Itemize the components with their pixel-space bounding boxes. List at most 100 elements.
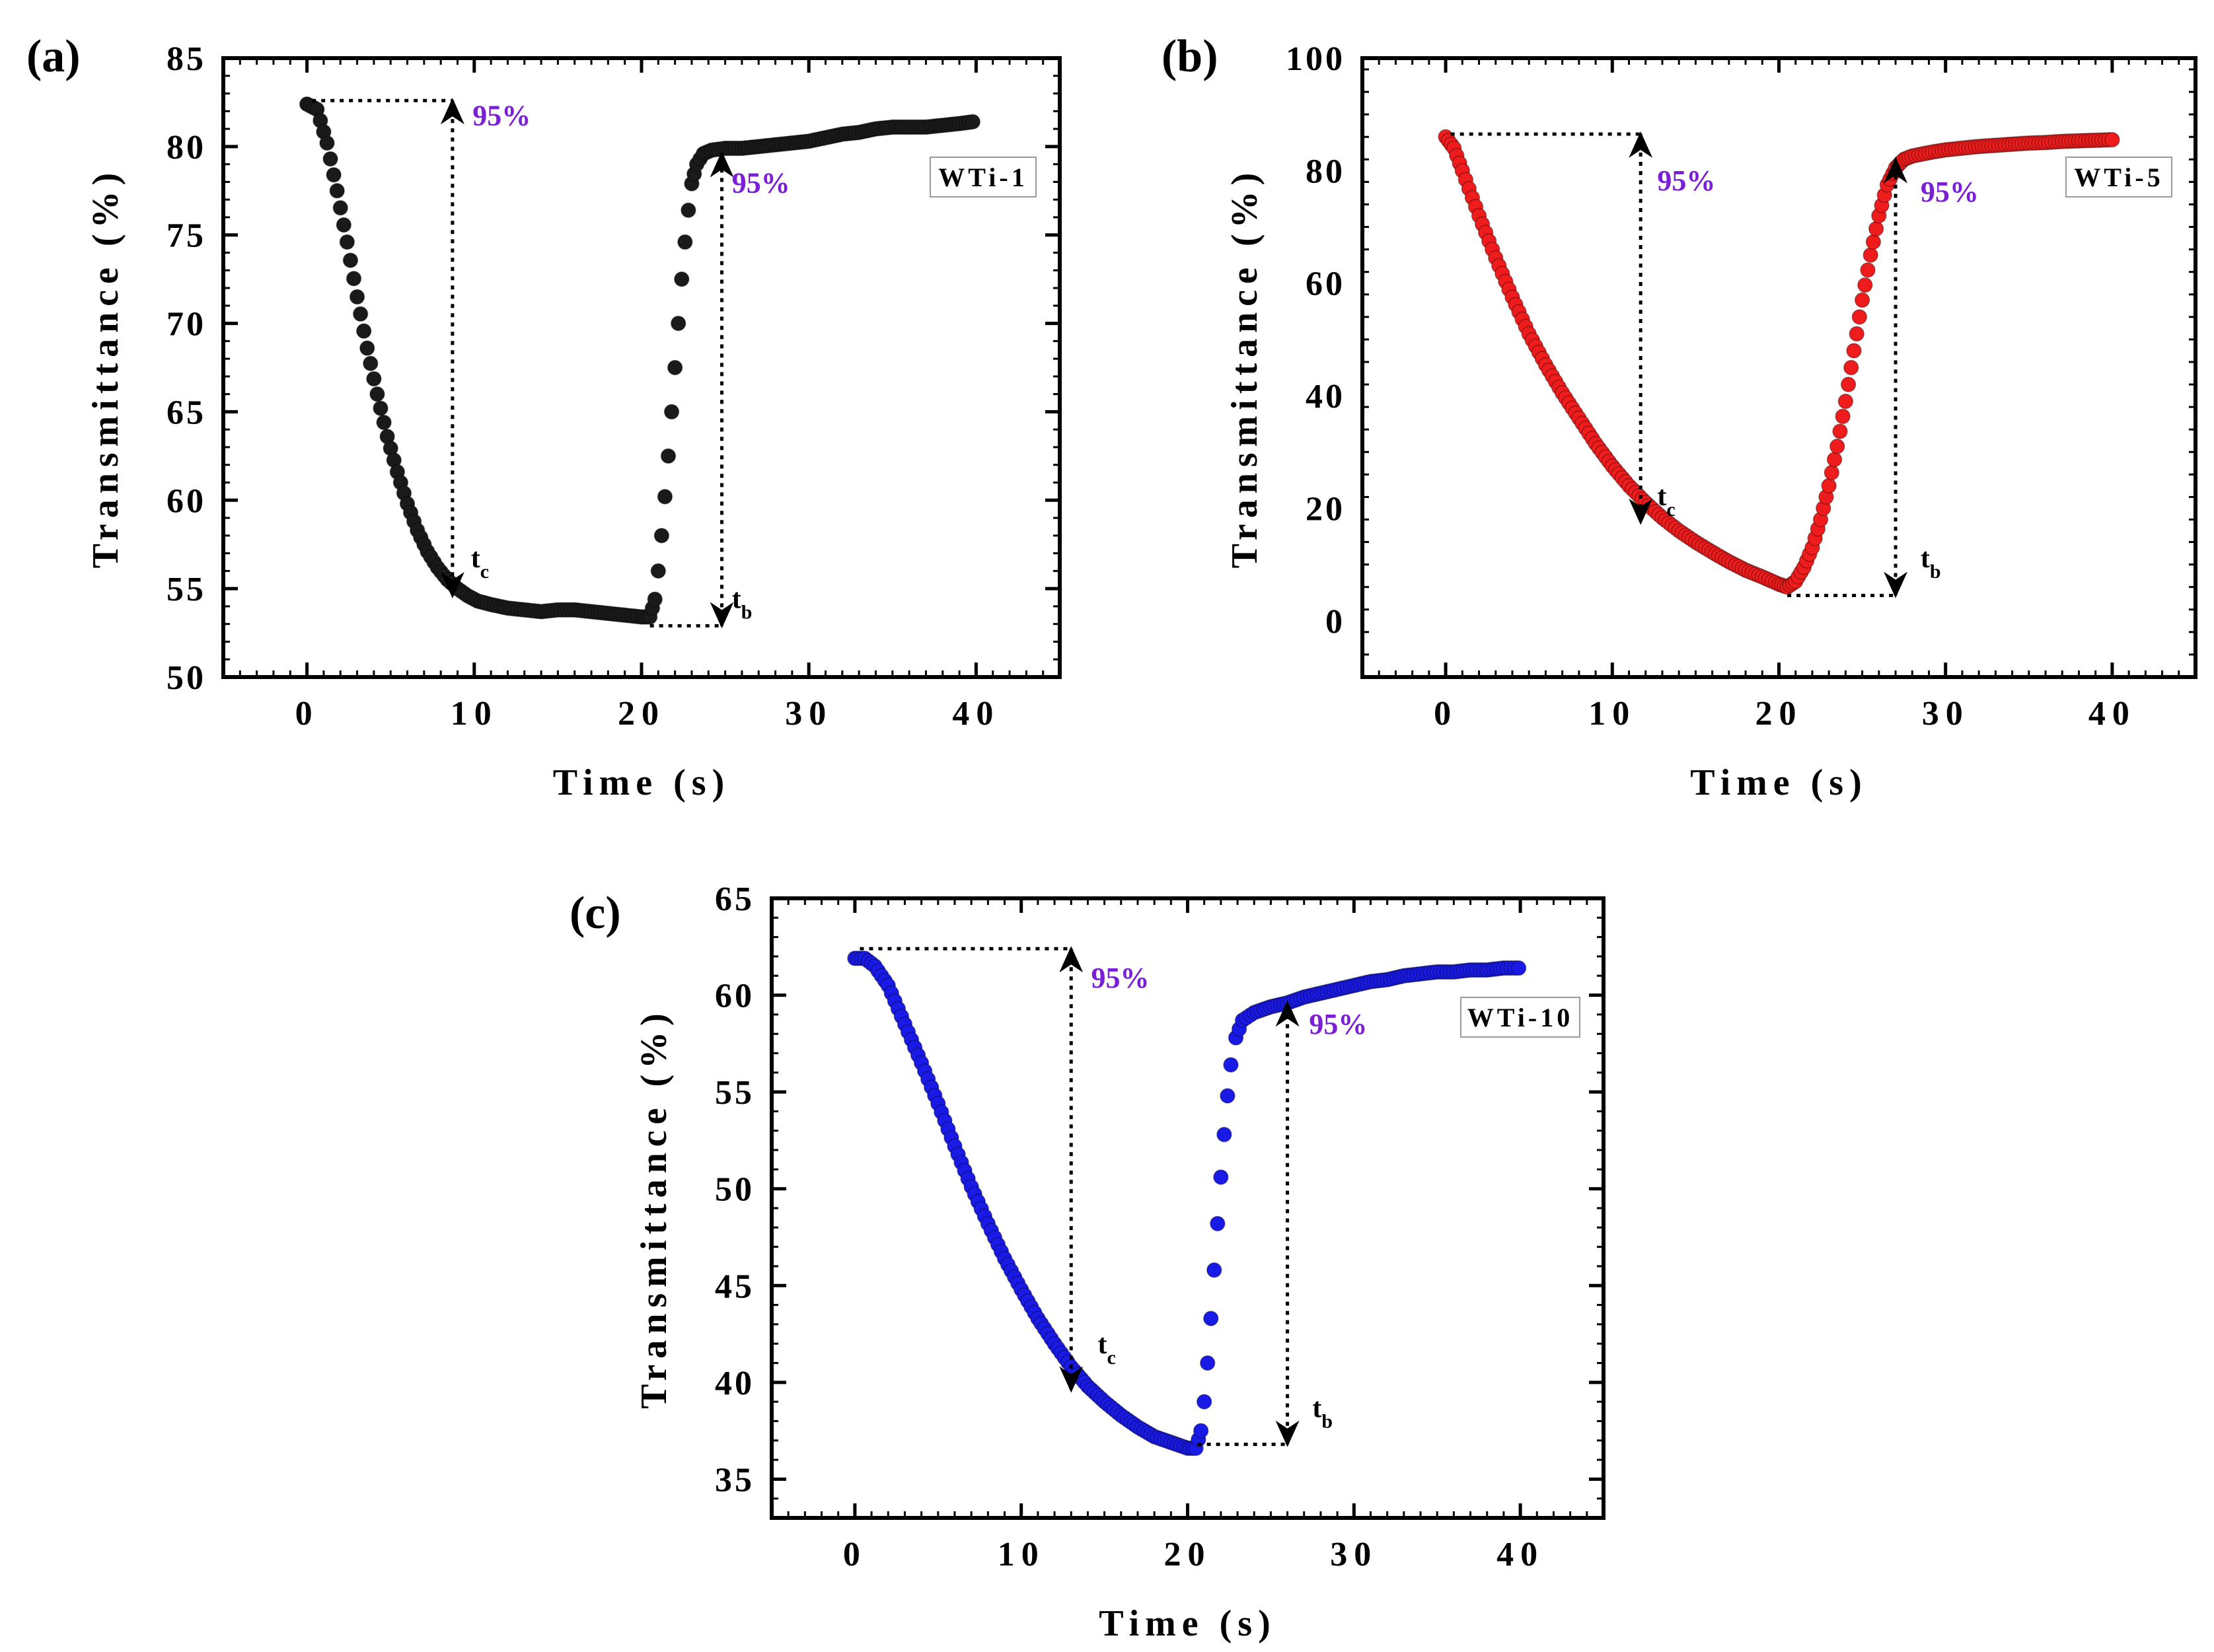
y-tick-label: 100 <box>1286 40 1345 78</box>
data-point <box>1835 408 1851 425</box>
time-label-c: tc <box>1098 1330 1116 1369</box>
panels: (a) 0 10 20 30 40 50 55 60 65 70 75 80 85 Time (s) Tran… <box>26 31 2197 1644</box>
x-axis-label: Time (s) <box>1690 762 1868 803</box>
arrowhead <box>440 571 464 598</box>
y-tick-label: 70 <box>166 306 206 343</box>
data-point <box>1829 439 1845 454</box>
data-point <box>674 271 690 287</box>
arrowhead <box>1629 131 1653 158</box>
x-tick-label: 20 <box>1164 1536 1212 1573</box>
arrowhead <box>1629 498 1653 525</box>
x-tick-label: 30 <box>785 695 832 733</box>
x-tick-label: 40 <box>952 695 1000 733</box>
legend-label: WTi-10 <box>1467 1003 1573 1032</box>
data-point <box>1863 247 1878 263</box>
data-point <box>1220 1088 1236 1104</box>
y-tick-label: 60 <box>1306 266 1345 303</box>
data-point <box>965 114 981 130</box>
data-point <box>1206 1262 1222 1278</box>
data-point <box>1849 326 1864 342</box>
arrowhead <box>440 98 464 125</box>
data-point <box>660 448 677 464</box>
data-point <box>650 563 667 579</box>
data-point <box>653 528 670 544</box>
data-point <box>1860 262 1876 278</box>
time-label-main: t <box>1921 544 1930 574</box>
legend-label: WTi-1 <box>938 162 1027 192</box>
time-label-c: tc <box>1657 482 1675 521</box>
panel-a: (a) 0 10 20 30 40 50 55 60 65 70 75 80 85 Time (s) Tran… <box>26 31 1062 803</box>
y-tick-label: 55 <box>166 571 206 608</box>
data-point <box>1213 1169 1229 1185</box>
data-point <box>1857 277 1873 293</box>
y-tick-label: 65 <box>166 394 206 431</box>
y-tick-label: 80 <box>1306 153 1345 190</box>
y-tick-label: 40 <box>1306 378 1345 415</box>
x-tick-label: 10 <box>1588 695 1636 733</box>
x-tick-label: 30 <box>1330 1536 1378 1573</box>
panel-label-c: (c) <box>570 888 621 939</box>
data-point <box>2104 131 2120 148</box>
y-tick-label: 85 <box>166 40 206 78</box>
time-label-sub: c <box>1107 1347 1116 1369</box>
data-point <box>339 234 355 250</box>
data-point <box>349 289 365 305</box>
time-label-b: tb <box>732 585 753 624</box>
data-point <box>1210 1215 1226 1232</box>
data-point <box>322 151 338 167</box>
x-tick-label: 0 <box>843 1536 867 1573</box>
legend-box <box>930 157 1037 198</box>
legend-box <box>1460 997 1580 1038</box>
data-point <box>359 340 375 356</box>
arrowhead <box>1275 1000 1300 1027</box>
arrowhead <box>1059 946 1084 973</box>
data-point <box>1837 393 1854 410</box>
data-point <box>1851 309 1868 325</box>
percent-label: 95% <box>1309 1008 1367 1040</box>
y-tick-label: 35 <box>715 1461 755 1499</box>
time-label-sub: b <box>741 602 753 624</box>
y-axis-label: Transmittance (%) <box>85 167 126 569</box>
data-point <box>376 414 392 431</box>
data-point <box>1843 359 1859 376</box>
series-WTi-1 <box>299 96 981 625</box>
data-point <box>1832 423 1848 439</box>
time-label-main: t <box>732 585 741 615</box>
x-tick-label: 40 <box>2088 695 2136 733</box>
arrowhead <box>1275 1420 1300 1447</box>
data-point <box>1199 1355 1216 1371</box>
data-point <box>1196 1394 1212 1410</box>
x-tick-label: 40 <box>1496 1536 1544 1573</box>
y-tick-label: 60 <box>166 482 206 520</box>
y-tick-label: 75 <box>166 217 206 255</box>
x-tick-label: 10 <box>998 1536 1045 1573</box>
arrowhead <box>1884 157 1908 184</box>
y-axis-label: Transmittance (%) <box>634 1007 675 1409</box>
data-point <box>1824 464 1840 481</box>
x-tick-label: 20 <box>1755 695 1803 733</box>
percent-label: 95% <box>472 100 531 132</box>
time-label-main: t <box>1312 1394 1321 1424</box>
data-point <box>342 252 359 268</box>
legend-box <box>2065 157 2172 198</box>
data-point <box>336 217 352 233</box>
y-tick-label: 65 <box>715 880 755 918</box>
arrowhead <box>1884 571 1908 598</box>
data-point <box>326 166 342 183</box>
data-point <box>677 234 693 250</box>
data-point <box>373 400 388 416</box>
data-point <box>1203 1311 1219 1326</box>
data-point <box>1846 343 1862 359</box>
data-point <box>647 591 663 607</box>
data-point <box>346 271 362 287</box>
y-tick-label: 40 <box>715 1365 755 1402</box>
data-point <box>1193 1423 1209 1439</box>
time-label-main: t <box>1657 482 1666 512</box>
series-WTi-10 <box>847 951 1527 1456</box>
arrowhead <box>710 602 734 629</box>
y-tick-label: 50 <box>715 1171 755 1209</box>
x-tick-label: 0 <box>295 695 319 733</box>
